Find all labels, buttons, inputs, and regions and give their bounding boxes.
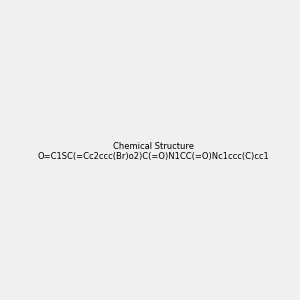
Text: Chemical Structure
O=C1SC(=Cc2ccc(Br)o2)C(=O)N1CC(=O)Nc1ccc(C)cc1: Chemical Structure O=C1SC(=Cc2ccc(Br)o2)… [38, 142, 270, 161]
